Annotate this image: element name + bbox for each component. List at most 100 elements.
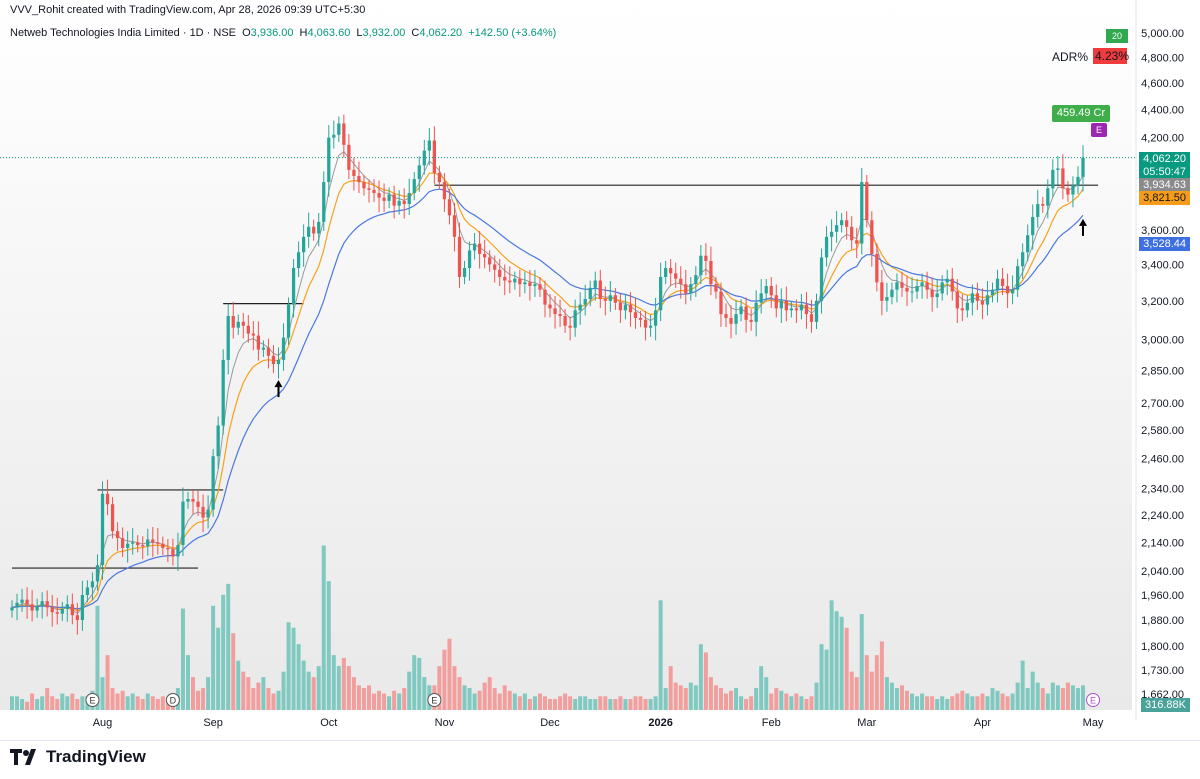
candle (960, 294, 964, 322)
candle (10, 600, 14, 618)
volume-bar (397, 693, 402, 710)
volume-bar (502, 685, 507, 710)
volume-bar (1010, 693, 1015, 710)
candle (397, 190, 401, 215)
tradingview-logo[interactable]: TradingView (10, 747, 146, 767)
volume-bar (844, 627, 849, 710)
candle-body (648, 325, 653, 328)
candle (980, 288, 985, 320)
candle (784, 286, 788, 322)
volume-bar (588, 699, 593, 710)
candle-body (930, 289, 934, 298)
volume-label: 316.88K (1141, 698, 1190, 712)
candle-body (126, 543, 130, 548)
volume-bar (975, 696, 980, 710)
candle-body (437, 172, 442, 183)
candle (940, 275, 944, 301)
event-circle (85, 693, 100, 707)
candle (734, 299, 738, 335)
volume-bar (854, 677, 859, 710)
candle (618, 293, 623, 324)
chart-background (0, 0, 1132, 710)
candle (1046, 179, 1050, 219)
candle (794, 299, 799, 324)
candle-body (623, 304, 628, 311)
candle (100, 481, 105, 580)
candle-body (367, 188, 371, 190)
candle (246, 315, 250, 343)
volume-bar (1060, 688, 1065, 710)
candle-body (256, 335, 261, 350)
candle-body (588, 287, 592, 299)
volume-bar (744, 699, 749, 710)
volume-bar (648, 699, 653, 710)
candle-body (709, 260, 713, 285)
volume-bar (356, 685, 361, 710)
volume-bar (1055, 685, 1060, 710)
event-marker: E (85, 693, 100, 707)
candle-body (814, 300, 819, 322)
candle-body (860, 182, 864, 244)
candle (850, 216, 854, 250)
candle-body (1036, 204, 1040, 217)
candle (824, 226, 829, 267)
candle (105, 479, 110, 516)
volume-bar (915, 696, 920, 710)
volume-bar (145, 693, 150, 710)
candle (221, 349, 225, 435)
candle (754, 290, 758, 337)
candle (920, 273, 924, 299)
volume-bar (729, 690, 734, 710)
moving-averages (11, 151, 1084, 615)
volume-bar (185, 655, 190, 710)
earnings-badge[interactable]: E (1091, 123, 1107, 137)
candle (819, 248, 824, 314)
volume-bar (764, 677, 769, 710)
candle-body (518, 278, 522, 285)
candle (669, 259, 673, 287)
symbol-title[interactable]: Netweb Technologies India Limited · 1D ·… (10, 27, 237, 39)
volume-bar (40, 696, 45, 710)
candle-body (110, 504, 115, 532)
candle-body (161, 543, 165, 548)
candle-body (910, 291, 914, 293)
candle-body (875, 253, 879, 283)
candle (296, 241, 301, 278)
candle-body (75, 615, 80, 621)
candle-body (397, 200, 401, 206)
candle (593, 271, 597, 301)
candle-body (643, 319, 648, 328)
candle (759, 279, 763, 314)
candle-body (221, 359, 225, 426)
candle (276, 347, 281, 379)
candle-body (216, 425, 220, 457)
candle (216, 416, 220, 469)
candle (684, 269, 688, 305)
volume-bar (1035, 682, 1040, 710)
candle (885, 282, 889, 312)
change-value: +142.50 (+3.64%) (468, 27, 557, 39)
candle (834, 210, 839, 243)
candle (789, 301, 794, 318)
volume-bar (1081, 685, 1085, 710)
candle (412, 171, 416, 201)
volume-bar (824, 649, 829, 710)
candle (945, 269, 949, 296)
candle-body (845, 220, 849, 227)
candle (804, 292, 809, 329)
candle-body (317, 221, 321, 234)
candle-body (985, 295, 990, 305)
candle-body (819, 257, 824, 301)
volume-bar (1005, 696, 1010, 710)
candle (1026, 224, 1030, 262)
tradingview-icon (10, 749, 36, 765)
volume-bar (623, 699, 628, 710)
candle-body (955, 291, 959, 309)
candle (146, 528, 150, 556)
candle (45, 590, 49, 617)
candle (55, 597, 59, 625)
volume-bar (482, 682, 487, 710)
candle (1010, 275, 1015, 305)
attribution-text: VVV_Rohit created with TradingView.com, … (10, 4, 366, 16)
